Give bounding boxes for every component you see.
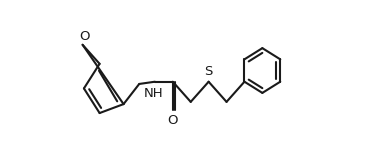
Text: O: O bbox=[79, 30, 90, 43]
Text: S: S bbox=[205, 65, 213, 78]
Text: NH: NH bbox=[144, 87, 164, 100]
Text: O: O bbox=[167, 114, 178, 127]
